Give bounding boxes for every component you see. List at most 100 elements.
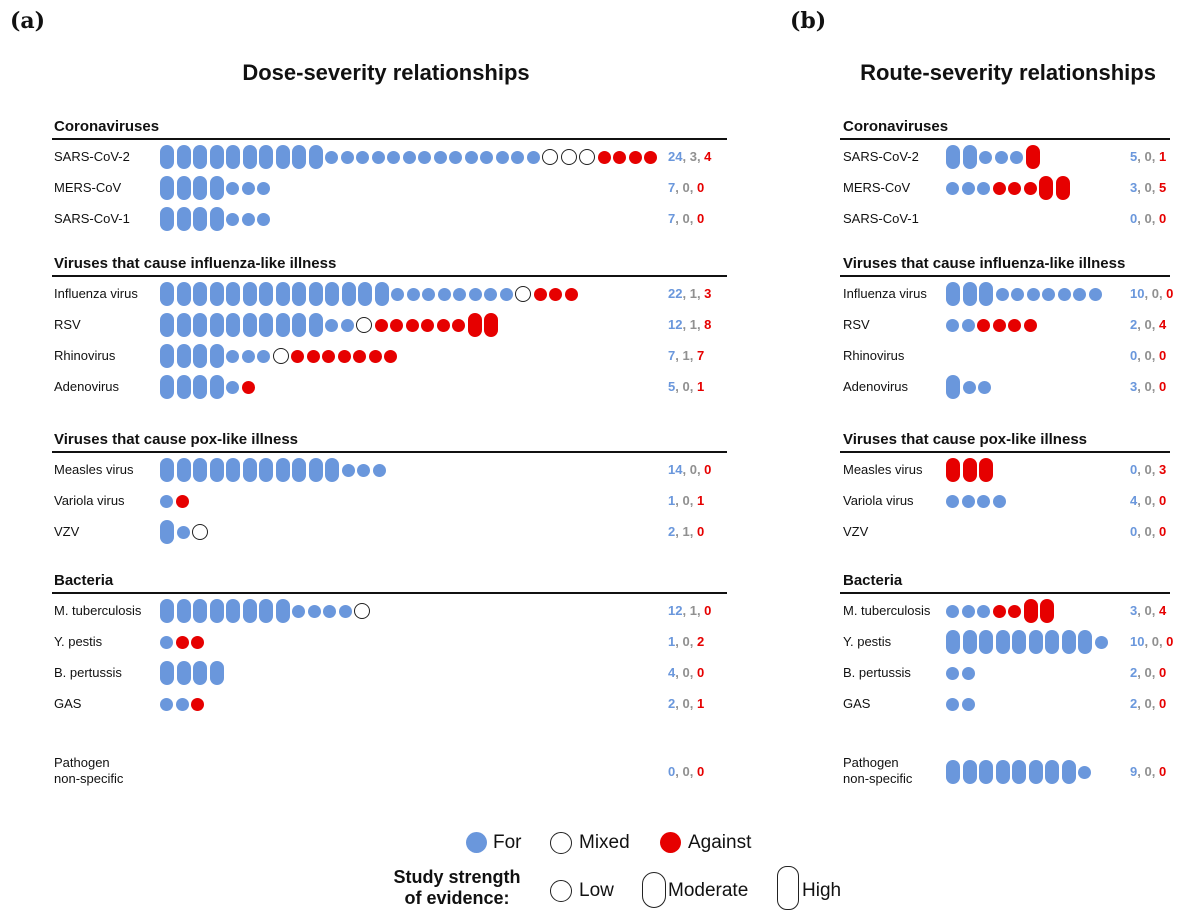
against-high-mark	[1040, 599, 1054, 623]
count-for: 10	[1130, 634, 1145, 649]
strength-title-line: of evidence:	[404, 888, 510, 908]
for-high-mark	[259, 282, 273, 306]
count-separator: ,	[1144, 634, 1152, 649]
for-high-mark	[275, 599, 290, 623]
against-legend-icon	[660, 832, 681, 853]
for-low-mark	[484, 287, 497, 301]
for-low-mark	[994, 150, 1008, 164]
count-separator: ,	[689, 524, 697, 539]
count-for: 0	[1130, 462, 1138, 477]
for-high-mark	[160, 458, 174, 482]
count-against: 4	[1158, 317, 1167, 332]
count-separator: ,	[1151, 379, 1159, 394]
count-against: 0	[696, 180, 705, 195]
for-low-mark	[1011, 287, 1024, 301]
for-low-mark	[1073, 287, 1086, 301]
for-low-mark	[961, 666, 975, 680]
count-mixed: 0	[1144, 524, 1152, 539]
count-separator: ,	[675, 348, 683, 363]
count-separator: ,	[696, 603, 705, 618]
count-separator: ,	[1151, 180, 1159, 195]
against-high-mark	[1039, 176, 1053, 200]
against-high-mark	[1055, 176, 1070, 200]
row-counts: 5, 0, 1	[668, 379, 704, 395]
count-for: 4	[668, 665, 676, 680]
for-low-mark	[961, 494, 975, 508]
for-high-mark	[160, 661, 174, 685]
for-high-mark	[979, 760, 993, 784]
row-label-line: Pathogen	[54, 755, 110, 770]
count-separator: ,	[1137, 462, 1145, 477]
panel-title: Dose-severity relationships	[242, 60, 530, 85]
for-high-mark	[226, 599, 240, 623]
group-divider	[840, 592, 1170, 594]
for-low-mark	[978, 380, 991, 394]
for-low-mark	[992, 494, 1006, 508]
count-mixed: 0	[682, 211, 690, 226]
for-high-mark	[259, 458, 273, 482]
count-mixed: 0	[1144, 149, 1152, 164]
mixed-low-mark	[560, 149, 577, 165]
count-against: 0	[696, 764, 705, 779]
count-for: 7	[668, 211, 676, 226]
count-separator: ,	[689, 211, 697, 226]
row-counts: 0, 0, 0	[1130, 524, 1166, 540]
row-label: MERS-CoV	[843, 180, 911, 195]
count-for: 2	[668, 524, 676, 539]
count-against: 4	[1158, 603, 1167, 618]
count-for: 7	[668, 348, 676, 363]
mixed-low-mark	[354, 603, 370, 619]
count-mixed: 0	[1144, 348, 1152, 363]
for-high-mark	[193, 176, 207, 200]
moderate-strength-legend-label: Moderate	[668, 880, 749, 901]
against-low-mark	[977, 318, 990, 332]
mixed-legend-icon	[550, 832, 572, 854]
for-low-mark	[160, 494, 173, 508]
count-against: 0	[704, 462, 712, 477]
for-high-mark	[962, 282, 977, 306]
against-low-mark	[322, 349, 335, 363]
row-label: SARS-CoV-1	[843, 211, 919, 226]
against-low-mark	[337, 349, 351, 363]
count-for: 0	[1130, 348, 1138, 363]
for-low-mark	[961, 318, 975, 332]
for-high-mark	[242, 458, 257, 482]
row-counts: 3, 0, 5	[1130, 180, 1166, 196]
low-strength-legend-icon	[550, 880, 572, 902]
for-high-mark	[176, 282, 191, 306]
for-high-mark	[176, 458, 191, 482]
for-high-mark	[946, 375, 960, 399]
for-high-mark	[325, 282, 339, 306]
count-mixed: 0	[1144, 493, 1152, 508]
row-label: B. pertussis	[843, 665, 911, 680]
count-for: 3	[1130, 603, 1138, 618]
row-label: MERS-CoV	[54, 180, 122, 195]
mixed-low-mark	[192, 524, 208, 540]
count-mixed: 0	[1144, 211, 1152, 226]
panel-tag: (a)	[10, 8, 46, 34]
count-against: 3	[1158, 462, 1167, 477]
group-header: Coronaviruses	[843, 118, 949, 135]
for-high-mark	[160, 520, 174, 544]
group-header: Viruses that cause influenza-like illnes…	[843, 255, 1126, 272]
for-high-mark	[176, 599, 191, 623]
for-high-mark	[193, 207, 207, 231]
group-header: Bacteria	[54, 572, 114, 589]
count-against: 0	[1158, 665, 1167, 680]
row-label: Pathogen non-specific	[54, 755, 123, 787]
for-high-mark	[292, 145, 306, 169]
for-low-mark	[418, 150, 431, 164]
count-against: 1	[696, 696, 705, 711]
row-label: Influenza virus	[54, 286, 138, 301]
row-counts: 5, 0, 1	[1130, 149, 1166, 165]
count-separator: ,	[1151, 696, 1159, 711]
count-separator: ,	[1151, 317, 1159, 332]
against-low-mark	[368, 349, 382, 363]
for-high-mark	[160, 375, 174, 399]
for-high-mark	[209, 661, 224, 685]
row-label: Rhinovirus	[54, 348, 116, 363]
for-high-mark	[1045, 630, 1059, 654]
for-low-mark	[160, 635, 173, 649]
for-high-mark	[209, 207, 224, 231]
for-low-mark	[1042, 287, 1055, 301]
